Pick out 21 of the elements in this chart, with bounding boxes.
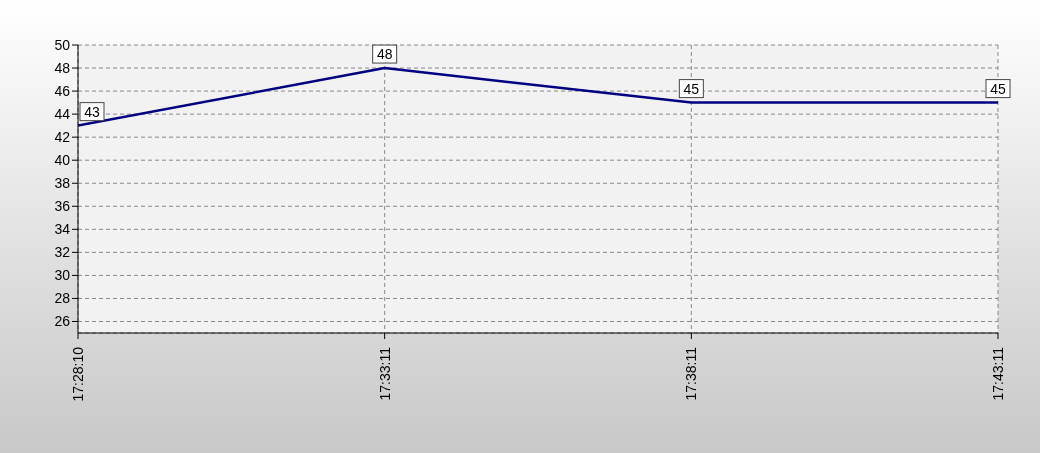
y-tick-label: 32	[54, 244, 71, 261]
x-tick-label: 17:43:11	[990, 346, 1006, 401]
data-label: 43	[84, 103, 100, 120]
y-tick-label: 40	[54, 152, 71, 169]
x-tick-label: 17:38:11	[683, 346, 700, 401]
y-tick-label: 34	[54, 221, 71, 238]
y-tick-label: 26	[54, 313, 71, 330]
y-tick-label: 28	[54, 290, 71, 307]
y-tick-label: 42	[54, 129, 71, 146]
y-tick-label: 38	[54, 175, 71, 192]
data-label: 45	[683, 80, 700, 97]
y-tick-label: 48	[54, 60, 71, 77]
data-label: 45	[990, 80, 1006, 97]
y-tick-label: 36	[54, 198, 71, 215]
y-tick-label: 30	[54, 267, 71, 284]
x-tick-label: 17:28:10	[70, 346, 86, 402]
x-tick-label: 17:33:11	[376, 346, 393, 401]
y-tick-label: 46	[54, 83, 71, 100]
y-tick-label: 50	[54, 36, 71, 53]
y-tick-label: 44	[54, 106, 71, 123]
data-label: 48	[376, 46, 393, 63]
